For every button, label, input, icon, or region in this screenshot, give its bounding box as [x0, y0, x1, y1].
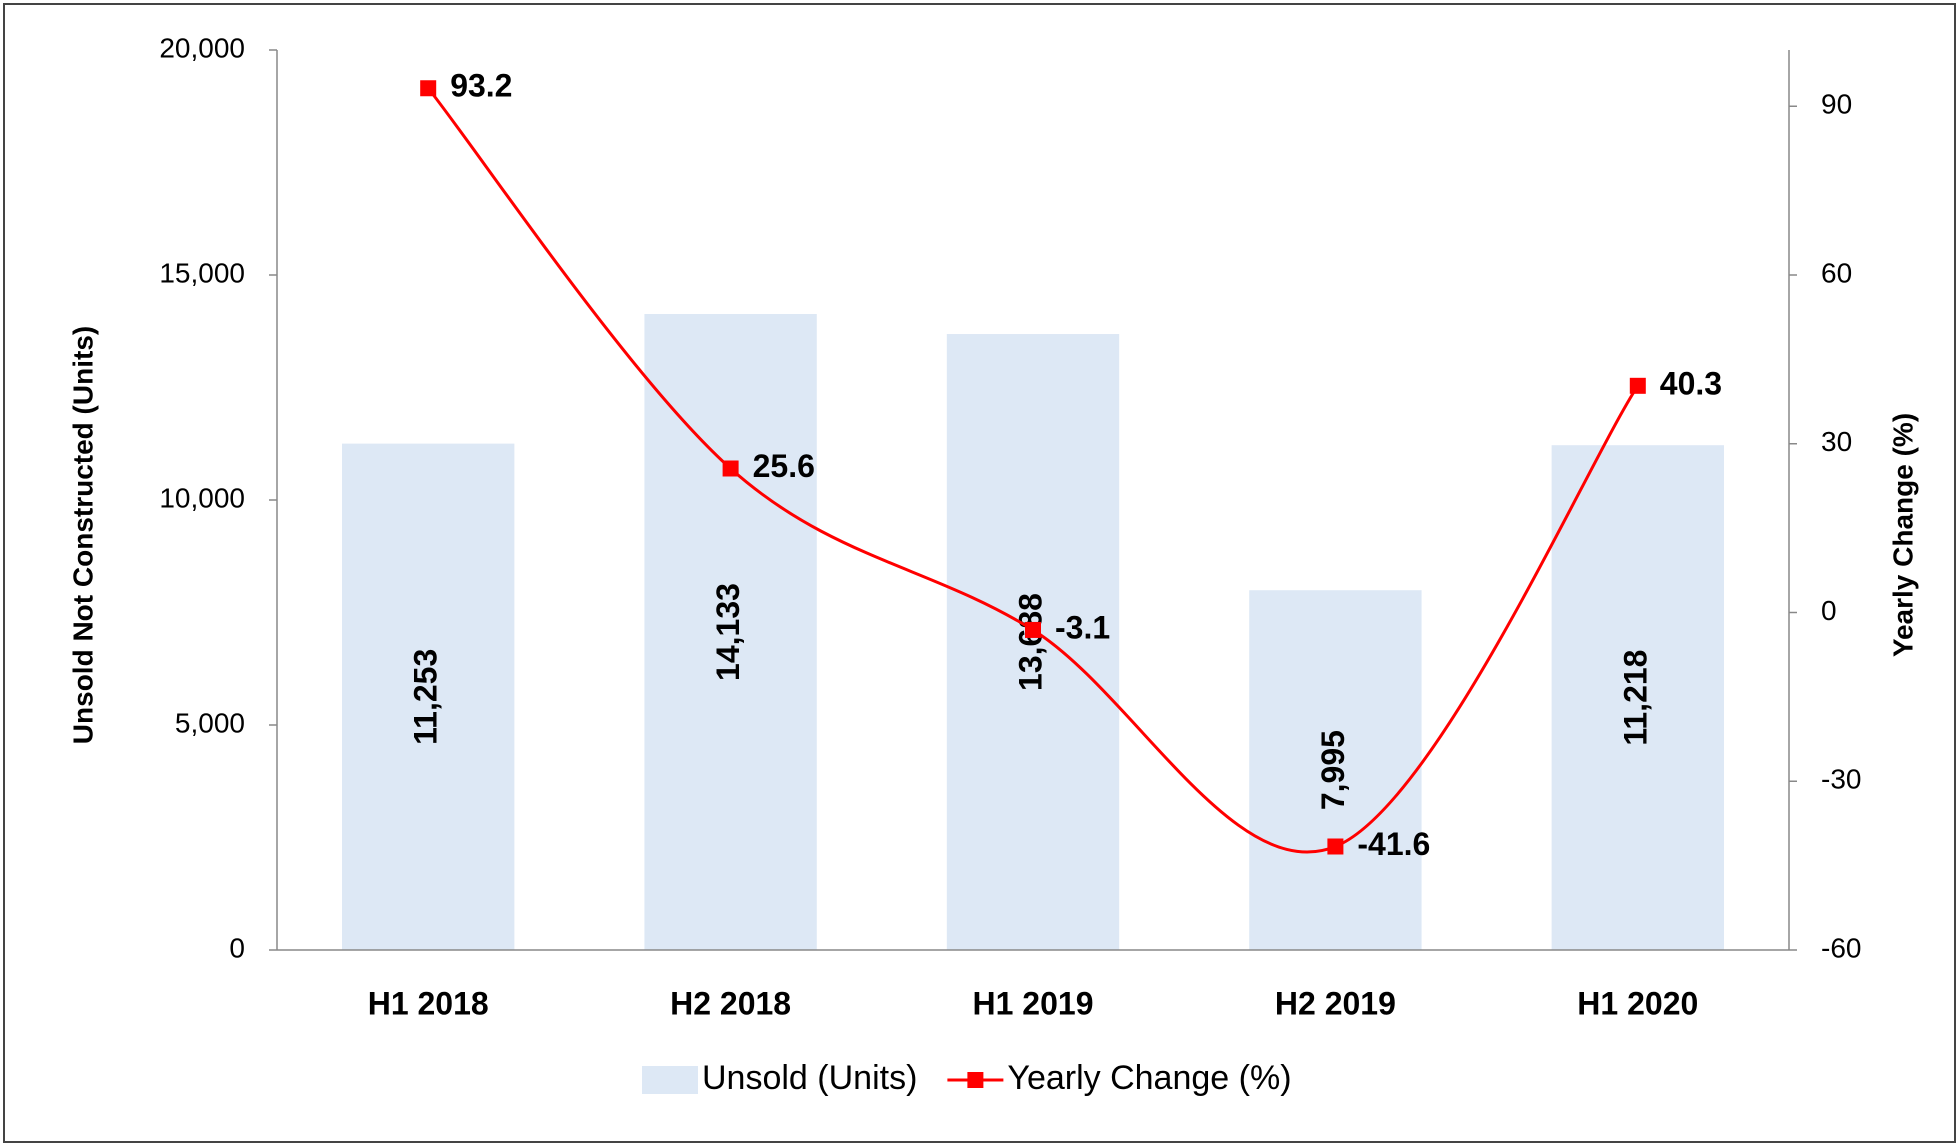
line-marker: [1025, 621, 1041, 638]
line-marker: [420, 80, 437, 97]
bar-value-label: 13,688: [1012, 593, 1048, 691]
bar: [1551, 445, 1724, 950]
x-tick-label: H2 2019: [1275, 985, 1396, 1021]
y2-tick-label: 30: [1821, 426, 1852, 457]
legend-label: Yearly Change (%): [1007, 1059, 1291, 1097]
y-tick-label: 5,000: [175, 707, 245, 738]
x-tick-label: H1 2018: [368, 985, 489, 1021]
x-tick-label: H1 2019: [973, 985, 1094, 1021]
chart-frame: [3, 3, 1956, 1143]
line-marker: [1327, 838, 1344, 855]
line: [427, 87, 1640, 854]
line-value-label: 93.2: [450, 68, 512, 104]
line-value-label: 25.6: [753, 448, 815, 484]
line-marker: [722, 460, 739, 477]
line-value-label: -41.6: [1357, 826, 1430, 862]
y2-tick-label: 0: [1821, 595, 1837, 626]
line-marker: [1629, 377, 1646, 394]
y-tick-label: 0: [229, 932, 245, 963]
y-tick-label: 10,000: [159, 482, 245, 513]
bar: [644, 314, 817, 950]
legend-swatch: [642, 1066, 698, 1094]
bar: [1249, 590, 1422, 950]
y2-tick-label: -60: [1821, 932, 1861, 963]
line-value-label: -3.1: [1055, 609, 1110, 645]
y2-tick-label: 90: [1821, 89, 1852, 120]
legend-swatch: [967, 1072, 984, 1088]
y2-tick-label: 60: [1821, 257, 1852, 288]
y-tick-label: 20,000: [159, 32, 245, 63]
bar-value-label: 11,218: [1617, 650, 1653, 746]
bar-value-label: 11,253: [408, 649, 444, 745]
bar-value-label: 7,995: [1315, 730, 1351, 810]
x-tick-label: H1 2020: [1577, 985, 1698, 1021]
bar-value-label: 14,133: [710, 583, 746, 681]
line-value-label: 40.3: [1660, 365, 1722, 401]
y2-tick-label: -30: [1821, 764, 1861, 795]
y2-axis-title: Yearly Change (%): [1887, 413, 1918, 657]
y-tick-label: 15,000: [159, 257, 245, 288]
y-axis-title: Unsold Not Constructed (Units): [67, 326, 98, 744]
bar: [342, 443, 515, 950]
x-tick-label: H2 2018: [670, 985, 791, 1021]
bar: [946, 334, 1120, 950]
legend-label: Unsold (Units): [702, 1059, 917, 1097]
